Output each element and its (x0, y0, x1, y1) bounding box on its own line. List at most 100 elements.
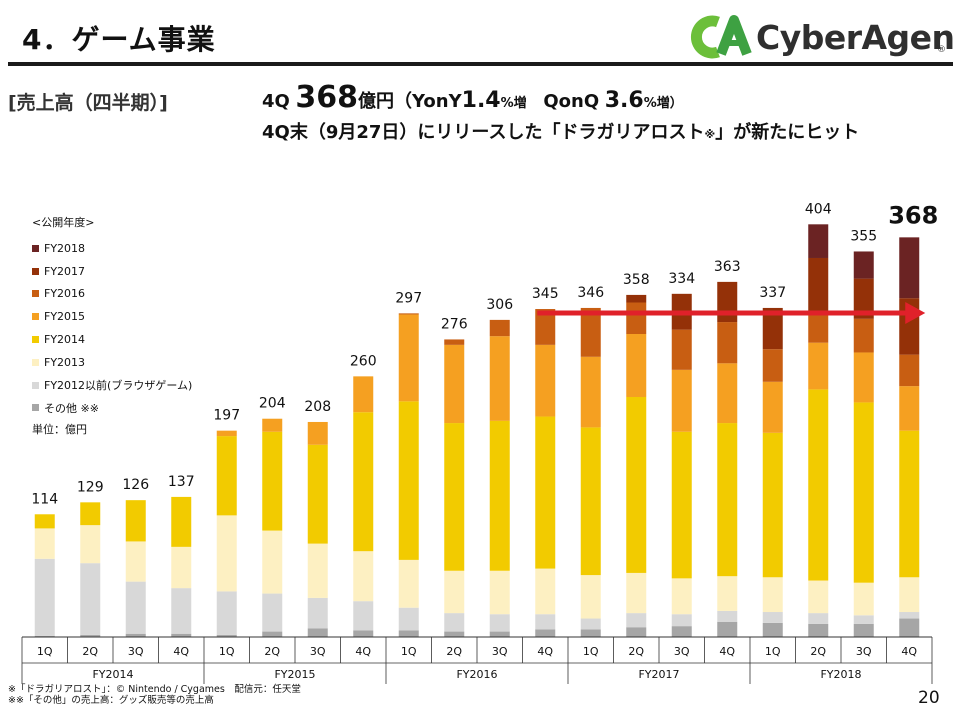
legend-swatch (32, 244, 39, 252)
bar-segment (853, 318, 874, 353)
bar-segment (444, 423, 465, 571)
page-number: 20 (918, 688, 940, 708)
bar-segment (808, 342, 829, 390)
bar-segment (671, 329, 692, 370)
bar-segment (808, 389, 829, 581)
quarter-tick-label: 3Q (128, 645, 144, 658)
bar-segment (580, 356, 601, 428)
quarter-tick-label: 2Q (82, 645, 98, 658)
headline-value: 368 (295, 80, 359, 115)
bar-value-label: 204 (259, 396, 286, 412)
headline-subline: 4Q末（9月27日）にリリースした「ドラガリアロスト※」が新たにヒット (262, 118, 859, 144)
bar-segment (444, 631, 465, 637)
bar-segment (853, 352, 874, 403)
legend-title: <公開年度> (32, 216, 95, 229)
bar-segment (899, 237, 920, 299)
bar-segment (171, 588, 192, 634)
bar-segment (80, 634, 101, 637)
bar-segment (535, 344, 556, 417)
bar-value-label: 137 (168, 474, 195, 490)
bar-segment (580, 575, 601, 619)
footnote-2: ※※「その他」の売上高：グッズ販売等の売上高 (8, 695, 214, 706)
quarter-tick-label: 2Q (264, 645, 280, 658)
bar-segment (626, 334, 647, 397)
headline-quarter: 4Q (262, 91, 290, 112)
bar-value-label: 355 (850, 228, 877, 244)
bar-value-label: 346 (577, 285, 604, 301)
quarter-tick-label: 1Q (219, 645, 235, 658)
bar-segment (444, 344, 465, 424)
chart-axis: 1Q 2Q 3Q 4Q 1Q 2Q 3Q 4Q 1Q 2Q 3Q 4Q 1Q 2Q 3Q 4Q 1Q 2Q 3Q 4Q… (21, 636, 933, 684)
bar-segment (853, 615, 874, 624)
bar-segment (762, 612, 783, 623)
headline-qoq-suffix: %増） (643, 96, 683, 111)
bar-value-label: 297 (395, 290, 422, 306)
bar-segment (353, 630, 374, 637)
bar-segment (626, 396, 647, 573)
bar-segment (307, 597, 328, 629)
bar-segment (489, 336, 510, 421)
bar-segment (808, 257, 829, 313)
headline-yoy-value: 1.4 (461, 88, 501, 113)
bar-segment (671, 578, 692, 615)
bar-segment (80, 563, 101, 635)
section-label: [売上高（四半期）] (8, 92, 168, 114)
bar-segment (34, 514, 55, 529)
bar-segment (125, 633, 146, 637)
bar-value-label: 129 (77, 479, 104, 495)
quarter-tick-label: 3Q (856, 645, 872, 658)
bar-segment (489, 614, 510, 632)
bar-segment (80, 502, 101, 526)
bar-segment (580, 427, 601, 576)
bar-segment (853, 278, 874, 319)
registered-mark: ® (937, 45, 946, 55)
bar-segment (762, 432, 783, 578)
bar-segment (717, 621, 738, 637)
legend-swatch (32, 290, 39, 298)
stacked-bar-chart: 114 129 126 137 197 204 208 260 297 276 306 345 346 3… (21, 201, 938, 684)
bar-segment (762, 622, 783, 637)
bar-segment (353, 376, 374, 413)
bar-segment (262, 530, 283, 594)
headline-qoq-label: QonQ (543, 91, 600, 112)
footnote-1: ※「ドラガリアロスト」：© Nintendo / Cygames 配信元：任天堂 (8, 684, 301, 695)
bar-segment (580, 629, 601, 637)
bar-segment (262, 593, 283, 632)
bar-segment (216, 591, 237, 635)
chart-value-labels: 114 129 126 137 197 204 208 260 297 276 306 345 346 3… (31, 201, 938, 507)
footnotes: ※「ドラガリアロスト」：© Nintendo / Cygames 配信元：任天堂… (8, 684, 301, 706)
bar-segment (353, 412, 374, 552)
bar-segment (262, 631, 283, 637)
bar-segment (808, 224, 829, 258)
legend-item: FY2015 (32, 305, 192, 328)
bar-segment (808, 312, 829, 343)
trend-arrow (537, 302, 926, 325)
cyberagent-logo: CyberAgent ® (688, 14, 953, 60)
bar-value-label: 345 (532, 286, 559, 302)
legend-swatch (32, 267, 39, 275)
trend-arrow-head (905, 302, 926, 325)
bar-value-label: 306 (486, 297, 513, 313)
quarter-tick-label: 4Q (537, 645, 553, 658)
legend-items: FY2018 FY2017 FY2016 FY2015 FY2014 FY2013 FY20… (32, 237, 192, 419)
quarter-tick-label: 1Q (583, 645, 599, 658)
bar-segment (808, 580, 829, 614)
title-divider (8, 62, 953, 66)
legend-item: FY2012以前(ブラウザゲーム) (32, 374, 192, 397)
fiscal-year-label: FY2015 (274, 668, 315, 681)
bar-segment (398, 401, 419, 560)
quarter-tick-label: 3Q (310, 645, 326, 658)
quarter-tick-label: 4Q (173, 645, 189, 658)
legend-label: FY2015 (44, 310, 86, 324)
bar-segment (808, 623, 829, 637)
legend-label: FY2013 (44, 355, 86, 369)
legend-item: FY2016 (32, 283, 192, 306)
bar-segment (899, 354, 920, 387)
bar-segment (398, 314, 419, 402)
bar-segment (626, 294, 647, 303)
bar-segment (671, 614, 692, 627)
legend-swatch (32, 336, 39, 344)
legend-swatch (32, 313, 39, 321)
bar-value-label: 276 (441, 316, 468, 332)
bar-segment (853, 582, 874, 616)
